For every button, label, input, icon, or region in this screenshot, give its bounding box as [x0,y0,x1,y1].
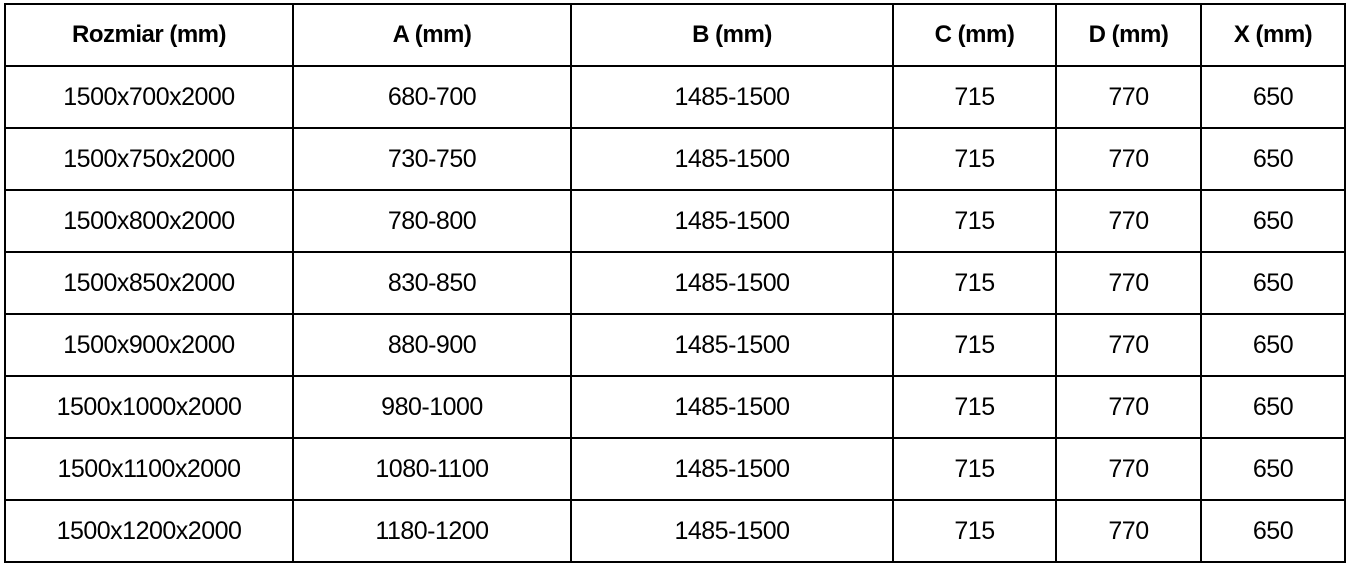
column-header-b: B (mm) [570,3,894,67]
cell-c: 715 [892,313,1057,377]
cell-c: 715 [892,127,1057,191]
cell-size: 1500x900x2000 [4,313,294,377]
cell-x: 650 [1200,251,1346,315]
cell-x: 650 [1200,375,1346,439]
column-header-d: D (mm) [1055,3,1202,67]
cell-x: 650 [1200,189,1346,253]
column-header-x: X (mm) [1200,3,1346,67]
cell-size: 1500x700x2000 [4,65,294,129]
cell-b: 1485-1500 [570,65,894,129]
cell-x: 650 [1200,499,1346,563]
cell-a: 880-900 [292,313,572,377]
cell-x: 650 [1200,437,1346,501]
column-header-c: C (mm) [892,3,1057,67]
table-row: 1500x900x2000 880-900 1485-1500 715 770 650 [4,313,1346,377]
cell-b: 1485-1500 [570,189,894,253]
cell-size: 1500x1200x2000 [4,499,294,563]
cell-d: 770 [1055,313,1202,377]
table-row: 1500x850x2000 830-850 1485-1500 715 770 650 [4,251,1346,315]
table-row: 1500x1100x2000 1080-1100 1485-1500 715 770 65… [4,437,1346,501]
table-row: 1500x1000x2000 980-1000 1485-1500 715 770 650 [4,375,1346,439]
cell-a: 680-700 [292,65,572,129]
cell-c: 715 [892,437,1057,501]
cell-size: 1500x1000x2000 [4,375,294,439]
cell-x: 650 [1200,313,1346,377]
dimensions-table: Rozmiar (mm) A (mm) B (mm) C (mm) D (mm) X (m… [4,3,1346,563]
cell-c: 715 [892,375,1057,439]
cell-size: 1500x800x2000 [4,189,294,253]
cell-b: 1485-1500 [570,251,894,315]
cell-a: 730-750 [292,127,572,191]
column-header-size: Rozmiar (mm) [4,3,294,67]
cell-a: 780-800 [292,189,572,253]
table-row: 1500x1200x2000 1180-1200 1485-1500 715 770 65… [4,499,1346,563]
cell-size: 1500x750x2000 [4,127,294,191]
cell-d: 770 [1055,375,1202,439]
cell-c: 715 [892,189,1057,253]
cell-a: 1180-1200 [292,499,572,563]
cell-a: 1080-1100 [292,437,572,501]
cell-x: 650 [1200,65,1346,129]
cell-a: 830-850 [292,251,572,315]
column-header-a: A (mm) [292,3,572,67]
cell-c: 715 [892,65,1057,129]
cell-size: 1500x850x2000 [4,251,294,315]
cell-b: 1485-1500 [570,437,894,501]
table-row: 1500x800x2000 780-800 1485-1500 715 770 650 [4,189,1346,253]
cell-c: 715 [892,251,1057,315]
table-row: 1500x750x2000 730-750 1485-1500 715 770 650 [4,127,1346,191]
cell-d: 770 [1055,189,1202,253]
cell-b: 1485-1500 [570,313,894,377]
cell-d: 770 [1055,127,1202,191]
cell-d: 770 [1055,499,1202,563]
cell-a: 980-1000 [292,375,572,439]
cell-x: 650 [1200,127,1346,191]
cell-d: 770 [1055,437,1202,501]
header-row: Rozmiar (mm) A (mm) B (mm) C (mm) D (mm) X (m… [4,3,1346,67]
cell-b: 1485-1500 [570,127,894,191]
table-row: 1500x700x2000 680-700 1485-1500 715 770 650 [4,65,1346,129]
cell-d: 770 [1055,251,1202,315]
cell-b: 1485-1500 [570,499,894,563]
cell-c: 715 [892,499,1057,563]
cell-d: 770 [1055,65,1202,129]
cell-size: 1500x1100x2000 [4,437,294,501]
cell-b: 1485-1500 [570,375,894,439]
